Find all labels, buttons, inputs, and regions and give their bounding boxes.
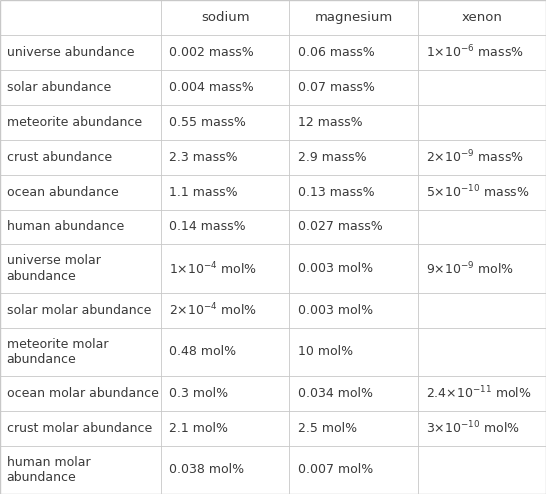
Text: 0.007 mol%: 0.007 mol% xyxy=(298,463,373,476)
Text: 0.13 mass%: 0.13 mass% xyxy=(298,186,374,199)
Text: solar molar abundance: solar molar abundance xyxy=(7,304,151,317)
Text: 0.038 mol%: 0.038 mol% xyxy=(169,463,245,476)
Text: 1×10$^{-4}$ mol%: 1×10$^{-4}$ mol% xyxy=(169,260,258,277)
Text: xenon: xenon xyxy=(461,11,502,24)
Text: 2.3 mass%: 2.3 mass% xyxy=(169,151,238,164)
Text: ocean abundance: ocean abundance xyxy=(7,186,118,199)
Text: 2.5 mol%: 2.5 mol% xyxy=(298,422,357,435)
Text: abundance: abundance xyxy=(7,270,76,283)
Text: meteorite abundance: meteorite abundance xyxy=(7,116,141,129)
Text: 10 mol%: 10 mol% xyxy=(298,345,353,358)
Text: 2.9 mass%: 2.9 mass% xyxy=(298,151,366,164)
Text: sodium: sodium xyxy=(201,11,250,24)
Text: 0.034 mol%: 0.034 mol% xyxy=(298,387,372,400)
Text: crust molar abundance: crust molar abundance xyxy=(7,422,152,435)
Text: 2.1 mol%: 2.1 mol% xyxy=(169,422,228,435)
Text: 9×10$^{-9}$ mol%: 9×10$^{-9}$ mol% xyxy=(426,260,514,277)
Text: human molar: human molar xyxy=(7,455,90,469)
Text: 2.4×10$^{-11}$ mol%: 2.4×10$^{-11}$ mol% xyxy=(426,385,532,402)
Text: human abundance: human abundance xyxy=(7,220,124,234)
Text: abundance: abundance xyxy=(7,353,76,366)
Text: 0.14 mass%: 0.14 mass% xyxy=(169,220,246,234)
Text: 0.3 mol%: 0.3 mol% xyxy=(169,387,228,400)
Text: meteorite molar: meteorite molar xyxy=(7,337,108,351)
Text: 0.027 mass%: 0.027 mass% xyxy=(298,220,382,234)
Text: universe molar: universe molar xyxy=(7,254,100,267)
Text: 0.48 mol%: 0.48 mol% xyxy=(169,345,236,358)
Text: 5×10$^{-10}$ mass%: 5×10$^{-10}$ mass% xyxy=(426,184,529,201)
Text: solar abundance: solar abundance xyxy=(7,81,111,94)
Text: 2×10$^{-4}$ mol%: 2×10$^{-4}$ mol% xyxy=(169,302,258,319)
Text: ocean molar abundance: ocean molar abundance xyxy=(7,387,158,400)
Text: 2×10$^{-9}$ mass%: 2×10$^{-9}$ mass% xyxy=(426,149,524,165)
Text: crust abundance: crust abundance xyxy=(7,151,112,164)
Text: 1.1 mass%: 1.1 mass% xyxy=(169,186,238,199)
Text: universe abundance: universe abundance xyxy=(7,46,134,59)
Text: 12 mass%: 12 mass% xyxy=(298,116,362,129)
Text: 0.003 mol%: 0.003 mol% xyxy=(298,304,373,317)
Text: 0.07 mass%: 0.07 mass% xyxy=(298,81,375,94)
Text: 3×10$^{-10}$ mol%: 3×10$^{-10}$ mol% xyxy=(426,420,520,437)
Text: 0.004 mass%: 0.004 mass% xyxy=(169,81,254,94)
Text: 1×10$^{-6}$ mass%: 1×10$^{-6}$ mass% xyxy=(426,44,524,61)
Text: 0.003 mol%: 0.003 mol% xyxy=(298,262,373,275)
Text: 0.55 mass%: 0.55 mass% xyxy=(169,116,246,129)
Text: 0.06 mass%: 0.06 mass% xyxy=(298,46,375,59)
Text: magnesium: magnesium xyxy=(314,11,393,24)
Text: abundance: abundance xyxy=(7,471,76,484)
Text: 0.002 mass%: 0.002 mass% xyxy=(169,46,254,59)
